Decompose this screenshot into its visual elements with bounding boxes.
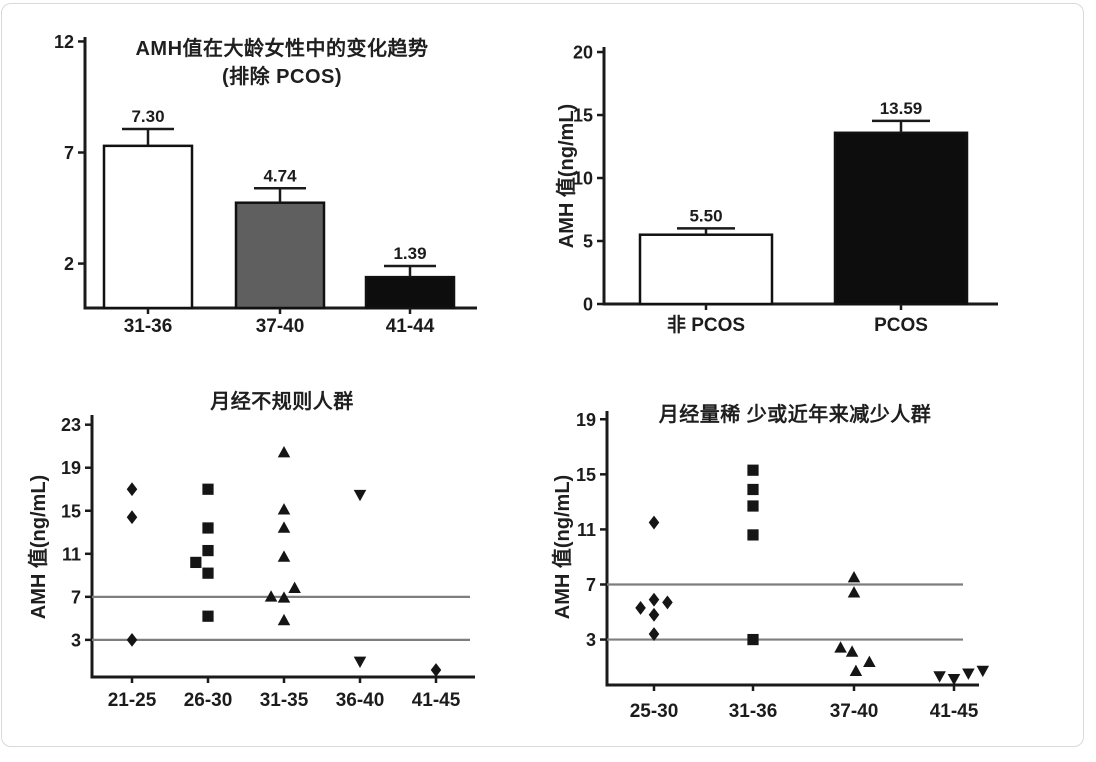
svg-text:41-45: 41-45	[412, 690, 461, 711]
svg-text:7: 7	[64, 143, 74, 163]
svg-text:5: 5	[583, 232, 593, 252]
svg-text:7.30: 7.30	[131, 107, 164, 126]
svg-text:31-35: 31-35	[260, 690, 309, 711]
svg-text:PCOS: PCOS	[874, 315, 928, 336]
svg-text:26-30: 26-30	[184, 690, 233, 711]
svg-text:19: 19	[61, 458, 81, 478]
svg-text:2: 2	[64, 254, 74, 274]
svg-text:31-36: 31-36	[729, 701, 778, 722]
svg-text:11: 11	[62, 544, 81, 564]
chart-panel-oligomenorrhea: 月经量稀 少或近年来减少人群 AMH 值(ng/mL) 3 7 11 15 19 25-3…	[550, 382, 1096, 762]
svg-text:7: 7	[586, 575, 596, 595]
scatter-chart-oligomenorrhea: 3 7 11 15 19 25-30 31-36 37-40 41-45	[576, 410, 990, 722]
svg-text:11: 11	[577, 520, 596, 540]
svg-text:4.74: 4.74	[263, 166, 297, 185]
svg-text:10: 10	[573, 169, 593, 189]
svg-text:0: 0	[583, 295, 593, 315]
bar-chart-pcos-comparison: 0 5 10 15 20 5.50 非 PCOS 13.59 PCOS	[573, 43, 998, 336]
chart-title-amh-age-trend: AMH值在大龄女性中的变化趋势 (排除 PCOS)	[62, 35, 502, 91]
chart-panel-pcos-comparison: AMH 值(ng/mL) 0 5 10 15 20 5.50 非 PCOS 13.59 PCOS	[550, 4, 1096, 384]
figure-card: AMH值在大龄女性中的变化趋势 (排除 PCOS) 2 7 12 7.30 31-36 4…	[1, 3, 1084, 747]
chart-panel-amh-age-trend: AMH值在大龄女性中的变化趋势 (排除 PCOS) 2 7 12 7.30 31-36 4…	[2, 4, 550, 384]
svg-text:3: 3	[586, 630, 596, 650]
svg-text:37-40: 37-40	[830, 701, 879, 722]
svg-text:15: 15	[573, 106, 593, 126]
chart-title-oligomenorrhea: 月经量稀 少或近年来减少人群	[658, 404, 932, 426]
chart-title-line-2: (排除 PCOS)	[221, 66, 343, 88]
svg-text:15: 15	[576, 465, 596, 485]
svg-text:5.50: 5.50	[689, 206, 722, 225]
scatter-chart-irregular-menses: 3 7 11 15 19 23 21-25 26-30 31-35 36-40 41-45	[61, 415, 475, 711]
svg-text:21-25: 21-25	[108, 690, 157, 711]
svg-text:12: 12	[54, 32, 74, 52]
chart-title-irregular-menses: 月经不规则人群	[210, 391, 354, 413]
svg-text:19: 19	[576, 410, 596, 430]
svg-text:13.59: 13.59	[880, 99, 923, 118]
svg-text:41-45: 41-45	[930, 701, 979, 722]
svg-text:41-44: 41-44	[386, 316, 435, 337]
svg-text:25-30: 25-30	[630, 701, 679, 722]
chart-title-line-1: AMH值在大龄女性中的变化趋势	[135, 38, 429, 60]
svg-text:37-40: 37-40	[256, 316, 305, 337]
svg-text:23: 23	[61, 415, 81, 435]
svg-text:7: 7	[71, 587, 81, 607]
svg-text:36-40: 36-40	[336, 690, 385, 711]
svg-text:3: 3	[71, 630, 81, 650]
svg-text:非 PCOS: 非 PCOS	[667, 314, 745, 336]
chart-panel-irregular-menses: 月经不规则人群 AMH 值(ng/mL) 3 7 11 15 19 23 21-25 26-3…	[2, 382, 550, 762]
svg-text:1.39: 1.39	[393, 244, 426, 263]
svg-text:31-36: 31-36	[124, 316, 173, 337]
svg-text:20: 20	[573, 43, 593, 63]
bar-chart-amh-age-trend: 2 7 12 7.30 31-36 4.74 37-40 1.39 41-44	[54, 32, 477, 337]
svg-text:15: 15	[61, 501, 81, 521]
